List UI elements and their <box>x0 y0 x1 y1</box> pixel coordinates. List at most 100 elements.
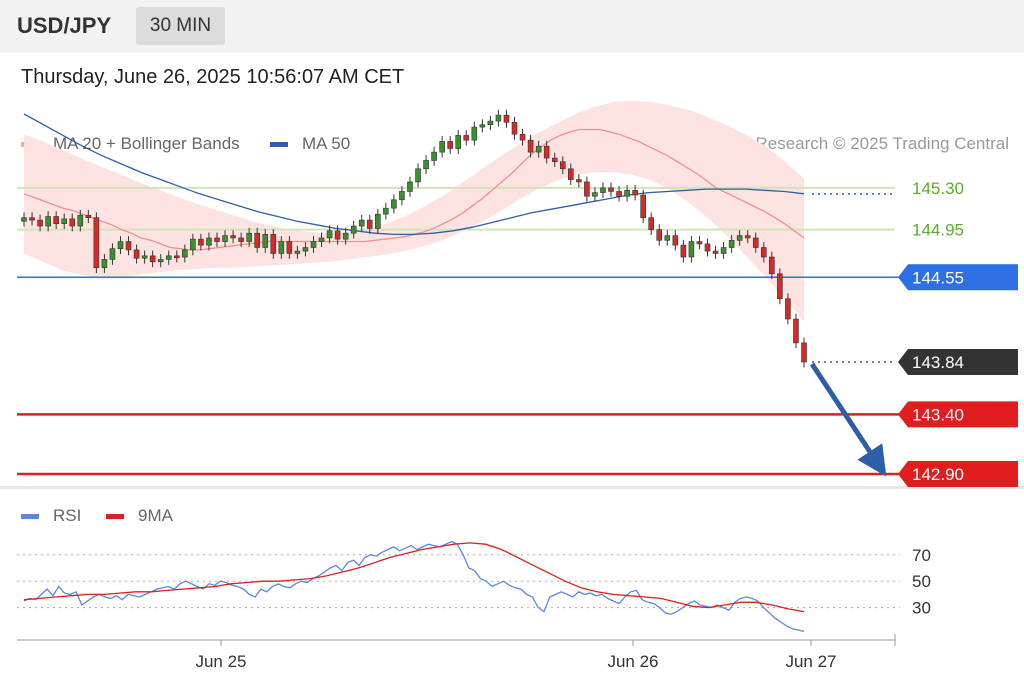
candle <box>503 109 510 128</box>
candle <box>383 202 389 220</box>
candle <box>616 186 622 202</box>
candle <box>342 227 349 245</box>
interval-button[interactable]: 30 MIN <box>136 7 225 45</box>
candle <box>479 119 486 133</box>
candle <box>648 212 655 235</box>
legend-9ma: 9MA <box>106 506 173 526</box>
candle <box>270 229 277 259</box>
candle <box>254 227 260 253</box>
candle <box>69 213 76 232</box>
candle <box>793 313 799 349</box>
candle <box>439 136 445 158</box>
support-label: 143.40 <box>912 405 964 424</box>
last-price-tag <box>898 348 1018 375</box>
candle <box>334 225 341 245</box>
candle <box>761 242 767 263</box>
candle <box>45 211 51 232</box>
candle <box>358 214 365 232</box>
candle <box>769 251 775 280</box>
candle <box>190 233 196 256</box>
candle <box>278 236 285 259</box>
candle <box>350 220 357 239</box>
candle <box>431 146 437 166</box>
legend-rsi: RSI <box>21 506 81 526</box>
candle <box>704 238 711 257</box>
candle <box>29 212 35 226</box>
candle <box>600 182 606 199</box>
legend-ma50: MA 50 <box>270 134 350 154</box>
candle <box>720 242 727 259</box>
support-label: 142.90 <box>912 465 964 484</box>
candle <box>519 128 526 146</box>
candle <box>117 236 124 255</box>
candle <box>366 214 373 234</box>
candle <box>584 176 590 202</box>
candle <box>206 232 212 251</box>
candle <box>109 243 116 265</box>
candle <box>559 156 566 175</box>
support-tag <box>898 461 1018 488</box>
candle <box>141 250 148 264</box>
candle <box>728 234 735 253</box>
candle <box>672 230 679 251</box>
candle <box>222 230 228 247</box>
rsi-swatch <box>21 513 39 519</box>
candle <box>680 239 687 263</box>
resistance-label: 144.95 <box>912 221 964 240</box>
candle <box>165 250 172 265</box>
candle <box>592 187 598 202</box>
candle <box>214 232 220 247</box>
ma50-swatch <box>270 141 288 147</box>
candle <box>736 230 743 246</box>
legend-ma50-label: MA 50 <box>302 134 351 153</box>
candle <box>543 140 550 164</box>
candle <box>576 174 582 188</box>
candle <box>182 244 188 263</box>
candle <box>487 115 494 131</box>
chart-header: USD/JPY 30 MIN <box>0 0 1024 53</box>
x-tick-label: Jun 26 <box>607 652 658 671</box>
candle <box>664 230 671 246</box>
candle <box>125 236 132 256</box>
candle <box>246 227 252 247</box>
forecast-arrow <box>809 362 887 477</box>
candle <box>568 163 574 185</box>
candle <box>53 211 59 230</box>
rsi-tick-label: 70 <box>912 546 931 565</box>
resistance-label: 145.30 <box>912 179 964 198</box>
candle <box>471 121 478 146</box>
ma50-line <box>23 113 805 236</box>
candle <box>37 214 43 232</box>
candle <box>712 245 719 259</box>
candle <box>318 232 325 247</box>
candle <box>61 213 67 230</box>
candle <box>198 233 204 251</box>
candle <box>656 224 663 246</box>
candle <box>85 209 92 224</box>
candle <box>696 236 703 250</box>
x-tick-label: Jun 27 <box>785 652 836 671</box>
candle <box>415 163 421 188</box>
candle <box>101 254 108 274</box>
candle <box>608 182 614 197</box>
x-tick-label: Jun 25 <box>195 652 246 671</box>
last-price-label: 143.84 <box>912 353 964 372</box>
timestamp: Thursday, June 26, 2025 10:56:07 AM CET <box>21 66 405 88</box>
legend-ma20-label: MA 20 + Bollinger Bands <box>53 134 240 153</box>
candle <box>133 244 140 264</box>
candle <box>407 176 413 197</box>
candle <box>463 130 470 146</box>
candle <box>230 230 236 244</box>
candle <box>785 293 791 325</box>
candle <box>149 250 156 268</box>
candle <box>326 225 333 244</box>
legend-9ma-label: 9MA <box>138 506 173 525</box>
candle <box>688 236 695 263</box>
candle <box>93 212 100 274</box>
rsi-tick-label: 50 <box>912 572 931 591</box>
candle <box>455 130 462 154</box>
candle <box>302 242 309 257</box>
candle <box>399 186 405 206</box>
candle <box>238 232 244 247</box>
